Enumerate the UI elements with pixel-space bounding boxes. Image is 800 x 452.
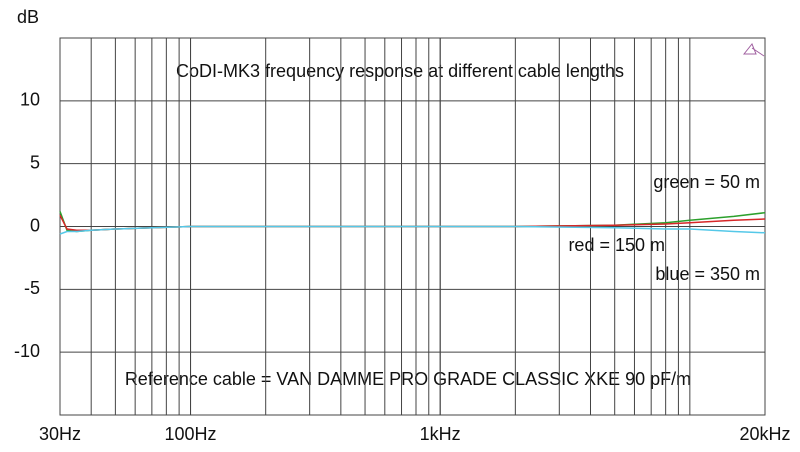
x-tick-label: 1kHz bbox=[420, 424, 461, 444]
legend-label: blue = 350 m bbox=[655, 264, 760, 284]
legend-label: red = 150 m bbox=[568, 235, 665, 255]
x-tick-label: 20kHz bbox=[739, 424, 790, 444]
y-tick-label: -5 bbox=[24, 278, 40, 298]
x-tick-label: 100Hz bbox=[165, 424, 217, 444]
legend-label: green = 50 m bbox=[653, 172, 760, 192]
y-tick-label: 0 bbox=[30, 215, 40, 235]
series-line bbox=[59, 225, 766, 235]
annotation: Reference cable = VAN DAMME PRO GRADE CL… bbox=[125, 369, 691, 389]
y-tick-label: 5 bbox=[30, 152, 40, 172]
y-tick-label: -10 bbox=[14, 341, 40, 361]
y-axis-label: dB bbox=[17, 7, 39, 27]
x-tick-label: 30Hz bbox=[39, 424, 81, 444]
corner-icon bbox=[742, 43, 765, 57]
y-tick-label: 10 bbox=[20, 90, 40, 110]
chart-title: CoDI-MK3 frequency response at different… bbox=[176, 61, 624, 81]
